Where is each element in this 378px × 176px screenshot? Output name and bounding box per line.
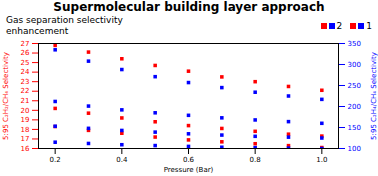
svg-text:21: 21	[21, 97, 30, 105]
svg-text:0.6: 0.6	[183, 156, 195, 164]
html-text:Gas separation selectivity enh: Gas separation selectivity enhancement	[6, 15, 123, 36]
svg-text:350: 350	[348, 40, 361, 48]
svg-text:18: 18	[21, 126, 30, 134]
svg-text:250: 250	[348, 82, 361, 90]
svg-text:Pressure (Bar): Pressure (Bar)	[164, 166, 214, 174]
svg-text:0.2: 0.2	[50, 156, 61, 164]
svg-text:5:95 C₂H₂/CH₄ Selectivity: 5:95 C₂H₂/CH₄ Selectivity	[2, 52, 10, 140]
svg-text:150: 150	[348, 124, 361, 132]
html-text:Supermolecular building layer: Supermolecular building layer approach	[53, 0, 325, 14]
svg-text:0.4: 0.4	[116, 156, 128, 164]
html-text:2: 2	[336, 20, 343, 31]
svg-text:16: 16	[21, 145, 30, 153]
svg-text:300: 300	[348, 61, 361, 69]
svg-text:5:95 C₂H₄/CH₄ Selectivity: 5:95 C₂H₄/CH₄ Selectivity	[370, 52, 378, 140]
svg-text:24: 24	[21, 68, 30, 76]
svg-text:22: 22	[21, 87, 30, 95]
svg-text:20: 20	[21, 107, 30, 115]
svg-text:1.0: 1.0	[316, 156, 327, 164]
svg-text:100: 100	[348, 145, 361, 153]
svg-text:200: 200	[348, 103, 361, 111]
svg-text:26: 26	[21, 49, 30, 57]
svg-text:17: 17	[21, 135, 30, 143]
svg-text:23: 23	[21, 78, 30, 86]
svg-text:27: 27	[21, 40, 30, 48]
svg-text:19: 19	[21, 116, 30, 124]
svg-text:0.8: 0.8	[250, 156, 261, 164]
svg-text:25: 25	[21, 59, 30, 67]
html-text:1: 1	[366, 20, 372, 31]
